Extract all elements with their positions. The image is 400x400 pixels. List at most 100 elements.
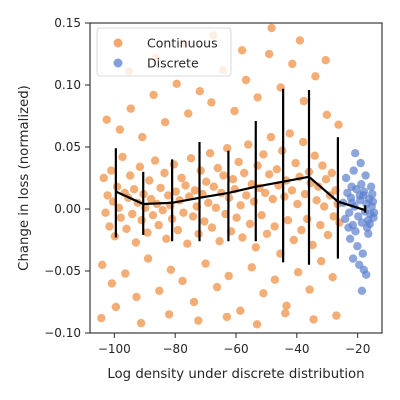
y-tick-label: 0.15 (54, 16, 81, 30)
continuous-point (179, 208, 188, 217)
continuous-point (209, 182, 218, 191)
continuous-point (121, 269, 130, 278)
continuous-point (305, 285, 314, 294)
x-axis: −100 −80 −60 −40 −20 (98, 333, 370, 356)
discrete-point (351, 227, 360, 236)
continuous-point (135, 162, 145, 171)
continuous-point (150, 156, 160, 165)
continuous-point (266, 132, 276, 142)
continuous-point (222, 312, 232, 322)
x-tick-label: −20 (345, 342, 370, 356)
continuous-point (184, 109, 193, 118)
continuous-point (317, 256, 326, 266)
continuous-point (322, 110, 332, 120)
continuous-point (323, 230, 333, 240)
discrete-point (357, 180, 366, 189)
continuous-point (238, 233, 247, 242)
discrete-point (344, 223, 353, 232)
continuous-point (234, 157, 243, 167)
continuous-point (291, 158, 300, 168)
continuous-point (270, 222, 279, 231)
continuous-point (265, 49, 274, 59)
continuous-point (329, 212, 338, 221)
continuous-point (160, 168, 169, 178)
legend: Continuous Discrete (96, 27, 232, 77)
continuous-point (259, 150, 268, 159)
discrete-point (368, 189, 377, 199)
legend-label-discrete: Discrete (147, 56, 199, 71)
continuous-point (283, 216, 293, 225)
continuous-point (143, 228, 152, 237)
continuous-point (219, 171, 228, 180)
continuous-point (295, 36, 305, 45)
continuous-point (318, 161, 327, 170)
continuous-point (128, 209, 137, 219)
discrete-point (357, 286, 367, 295)
continuous-point (321, 56, 330, 65)
continuous-point (102, 115, 111, 124)
continuous-point (215, 237, 224, 246)
discrete-point (348, 254, 358, 263)
continuous-point (299, 96, 308, 106)
continuous-point (272, 165, 281, 174)
continuous-point (132, 292, 141, 302)
continuous-point (181, 181, 190, 190)
y-tick-label: −0.10 (44, 326, 81, 340)
continuous-point (145, 176, 154, 185)
continuous-point (107, 279, 117, 288)
trend-line (115, 175, 366, 212)
continuous-point (228, 175, 238, 184)
continuous-point (262, 229, 272, 238)
points-layer (97, 23, 379, 329)
x-tick-label: −80 (163, 342, 188, 356)
continuous-point (285, 129, 294, 138)
continuous-point (320, 202, 329, 211)
x-tick-label: −60 (223, 342, 248, 356)
continuous-point (281, 309, 290, 318)
continuous-point (173, 225, 183, 235)
continuous-point (189, 297, 199, 307)
continuous-point (195, 87, 204, 96)
continuous-point (196, 166, 205, 175)
continuous-point (261, 188, 270, 198)
continuous-point (240, 168, 249, 178)
continuous-point (162, 234, 171, 243)
trend-layer (114, 88, 367, 265)
discrete-point (353, 242, 362, 251)
x-axis-title: Log density under discrete distribution (107, 367, 364, 382)
discrete-point (361, 171, 370, 180)
continuous-point (190, 186, 200, 195)
continuous-point (101, 208, 110, 217)
continuous-point (251, 243, 260, 252)
continuous-point (98, 260, 107, 269)
continuous-point (177, 173, 186, 183)
continuous-point (242, 191, 251, 200)
continuous-point (146, 194, 156, 204)
continuous-point (253, 161, 262, 170)
continuous-point (99, 173, 108, 183)
legend-marker-continuous (113, 38, 123, 48)
continuous-point (299, 137, 308, 147)
continuous-point (310, 151, 319, 160)
continuous-point (201, 259, 210, 268)
continuous-point (205, 149, 215, 158)
continuous-point (265, 170, 274, 179)
continuous-point (103, 191, 112, 200)
discrete-point (341, 214, 350, 224)
continuous-point (297, 225, 306, 235)
continuous-point (257, 211, 266, 220)
y-tick-label: 0.00 (54, 202, 81, 216)
discrete-point (362, 270, 371, 279)
continuous-point (160, 118, 170, 127)
continuous-point (309, 315, 318, 324)
continuous-point (200, 217, 209, 226)
legend-label-continuous: Continuous (147, 36, 218, 51)
continuous-point (311, 72, 320, 81)
discrete-point (345, 234, 355, 243)
continuous-point (211, 203, 221, 212)
continuous-point (115, 125, 125, 134)
continuous-point (155, 286, 164, 295)
discrete-point (351, 149, 360, 158)
discrete-point (366, 182, 376, 191)
